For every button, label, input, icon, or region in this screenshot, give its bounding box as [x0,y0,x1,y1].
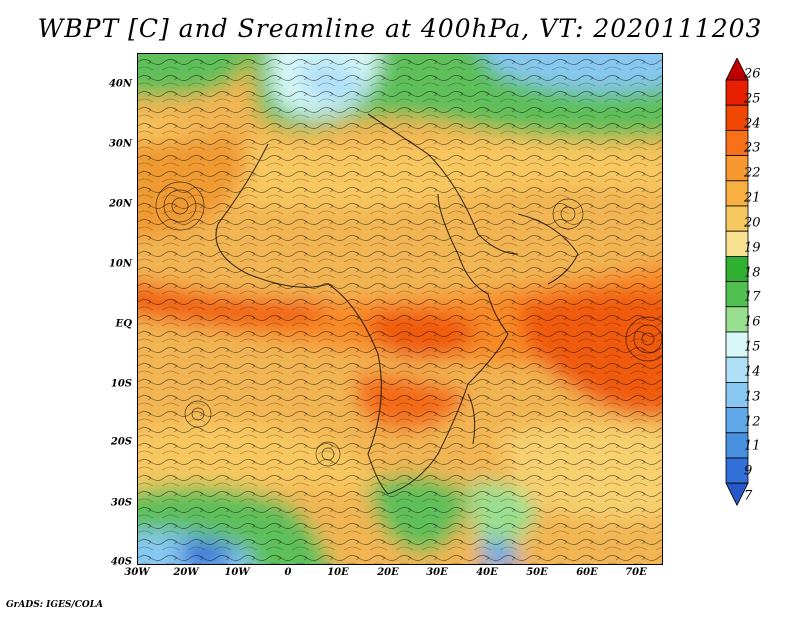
colorbar-tick-label: 25 [744,91,761,107]
lon-tick-label: 30E [426,567,448,578]
colorbar-tick-label: 23 [744,140,761,156]
colorbar-tick-label: 22 [744,165,761,181]
colorbar-tick-label: 19 [744,240,761,256]
map-plot-area [137,53,663,565]
lat-tick-label: EQ [115,318,132,330]
lat-tick-label: 20N [108,198,132,210]
streamlines [138,54,662,564]
lon-tick-label: 10E [327,567,349,578]
lat-tick-label: 20S [110,436,132,448]
colorbar-tick-label: 9 [744,463,753,479]
lon-tick-label: 30W [124,567,150,578]
colorbar-tick-label: 26 [744,66,761,82]
lon-tick-label: 20E [377,567,399,578]
lat-tick-label: 10S [110,378,132,390]
colorbar-tick-label: 24 [744,116,761,132]
credit-text: GrADS: IGES/COLA [6,600,104,610]
wbpt-field-map [138,54,662,564]
colorbar [725,58,749,507]
lat-tick-label: 40N [108,78,132,90]
lon-tick-label: 20W [173,567,199,578]
colorbar-tick-label: 16 [744,314,761,330]
lon-tick-label: 10W [224,567,250,578]
colorbar-tick-label: 21 [744,190,761,206]
lat-tick-label: 40S [110,556,132,568]
colorbar-bottom-arrow [725,482,749,507]
vortices [155,181,662,467]
lon-tick-label: 50E [526,567,548,578]
colorbar-tick-label: 20 [744,215,761,231]
colorbar-tick-label: 11 [744,438,761,454]
colorbar-tick-label: 13 [744,389,761,405]
lon-tick-label: 70E [625,567,647,578]
colorbar-tick-label: 12 [744,414,761,429]
chart-title: WBPT [C] and Sreamline at 400hPa, VT: 20… [37,14,763,43]
lon-tick-label: 0 [284,567,292,578]
colorbar-tick-label: 17 [744,289,761,305]
colorbar-tick-label: 7 [744,488,753,504]
colorbar-tick-label: 15 [744,339,761,355]
lon-tick-label: 40E [476,567,498,578]
lat-tick-label: 30N [108,138,132,150]
colorbar-tick-label: 18 [744,265,761,281]
coastlines [215,113,579,495]
lat-tick-label: 10N [108,258,132,270]
lon-tick-label: 60E [576,567,598,578]
colorbar-tick-label: 14 [744,364,761,380]
lat-tick-label: 30S [110,497,132,509]
